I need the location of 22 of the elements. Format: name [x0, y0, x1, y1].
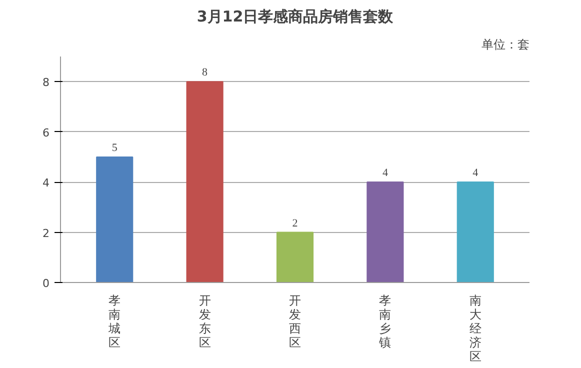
x-tick-label: 开发西区	[289, 294, 301, 350]
x-tick-label: 南大经济区	[469, 294, 482, 364]
y-tick-label: 6	[42, 126, 50, 140]
data-label: 4	[472, 167, 479, 180]
data-label: 2	[292, 217, 298, 230]
bar	[456, 182, 494, 282]
data-label: 8	[202, 66, 208, 79]
x-tick-label: 开发东区	[198, 294, 211, 350]
y-tick-label: 8	[42, 76, 50, 90]
x-tick-label: 孝南乡镇	[378, 294, 392, 350]
chart-title: 3月12日孝感商品房销售套数	[196, 8, 394, 26]
text: 单位：套	[482, 38, 530, 52]
y-tick-label: 0	[42, 277, 50, 290]
x-tick-label: 孝南城区	[108, 294, 121, 350]
y-tick-label: 4	[42, 176, 50, 190]
bar	[96, 156, 134, 282]
bar	[366, 182, 404, 282]
bar	[276, 232, 314, 282]
y-tick-label: 2	[42, 226, 50, 240]
data-label: 5	[112, 142, 118, 154]
data-label: 4	[382, 167, 388, 180]
bar	[186, 81, 224, 282]
